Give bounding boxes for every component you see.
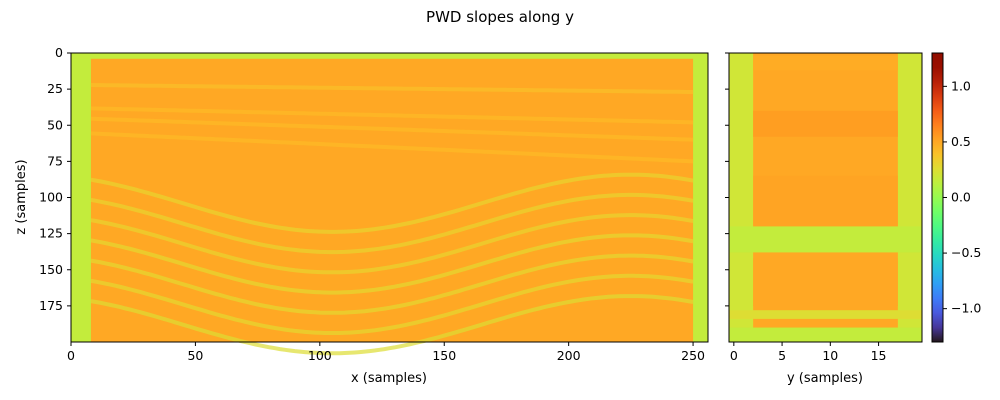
yz-xlabel: y (samples) — [787, 371, 863, 386]
xz-band — [90, 233, 694, 295]
xz-band — [90, 273, 694, 335]
yz-x-ticks: 0 5 10 15 — [730, 342, 887, 363]
xz-ytick-label: 75 — [47, 153, 63, 168]
yz-xtick-label: 5 — [778, 348, 786, 363]
xz-band — [90, 116, 694, 142]
xz-panel: 0 50 100 150 200 250 0 25 50 75 100 125 150 175 x (s… — [14, 45, 709, 386]
yz-bright-row — [753, 110, 898, 137]
xz-xtick-label: 150 — [432, 348, 456, 363]
xz-band — [90, 106, 694, 125]
xz-ytick-label: 50 — [47, 117, 63, 132]
colorbar-tick-label: −0.5 — [951, 245, 981, 260]
xz-ytick-label: 0 — [55, 45, 63, 60]
yz-heatmap — [729, 53, 922, 342]
colorbar-tick-label: 1.0 — [951, 78, 971, 93]
colorbar-tick-label: 0.5 — [951, 134, 971, 149]
xz-y-ticks: 0 25 50 75 100 125 150 175 — [39, 45, 71, 313]
xz-edge-left — [71, 53, 91, 342]
yz-bright-row — [753, 55, 898, 71]
xz-ytick-label: 125 — [39, 226, 63, 241]
xz-heatmap — [71, 53, 708, 356]
xz-band — [90, 83, 694, 94]
xz-band — [90, 172, 694, 234]
xz-xtick-label: 100 — [308, 348, 332, 363]
xz-xtick-label: 250 — [681, 348, 705, 363]
yz-bright-row — [753, 175, 898, 227]
xz-edge-top — [71, 53, 708, 59]
xz-x-ticks: 0 50 100 150 200 250 — [67, 342, 705, 363]
colorbar-gradient — [932, 53, 943, 342]
chart-title: PWD slopes along y — [426, 8, 574, 26]
yz-panel: 0 5 10 15 y (samples) — [725, 52, 923, 386]
xz-ytick-label: 100 — [39, 190, 63, 205]
yz-low-row — [729, 226, 922, 253]
xz-ylabel: z (samples) — [14, 159, 29, 234]
colorbar: 1.0 0.5 0.0 −0.5 −1.0 — [931, 52, 981, 343]
xz-xtick-label: 50 — [187, 348, 203, 363]
colorbar-tick-label: 0.0 — [951, 190, 971, 205]
xz-edge-right — [693, 53, 708, 342]
yz-xtick-label: 10 — [822, 348, 838, 363]
yz-y-ticks — [725, 52, 729, 307]
colorbar-tick-label: −1.0 — [951, 301, 981, 316]
xz-xtick-label: 0 — [67, 348, 75, 363]
yz-xtick-label: 0 — [730, 348, 738, 363]
colorbar-ticks: 1.0 0.5 0.0 −0.5 −1.0 — [943, 78, 981, 316]
yz-bright-row — [753, 258, 898, 306]
xz-band — [90, 294, 694, 356]
xz-xtick-label: 200 — [557, 348, 581, 363]
xz-band — [90, 253, 694, 315]
xz-xlabel: x (samples) — [351, 371, 427, 386]
xz-ytick-label: 150 — [39, 262, 63, 277]
xz-band — [90, 192, 694, 255]
xz-ytick-label: 25 — [47, 81, 63, 96]
xz-band — [90, 131, 694, 164]
yz-xtick-label: 15 — [871, 348, 887, 363]
yz-low-row — [729, 310, 922, 319]
xz-ytick-label: 175 — [39, 298, 63, 313]
yz-low-row — [729, 327, 922, 342]
xz-band — [90, 213, 694, 275]
